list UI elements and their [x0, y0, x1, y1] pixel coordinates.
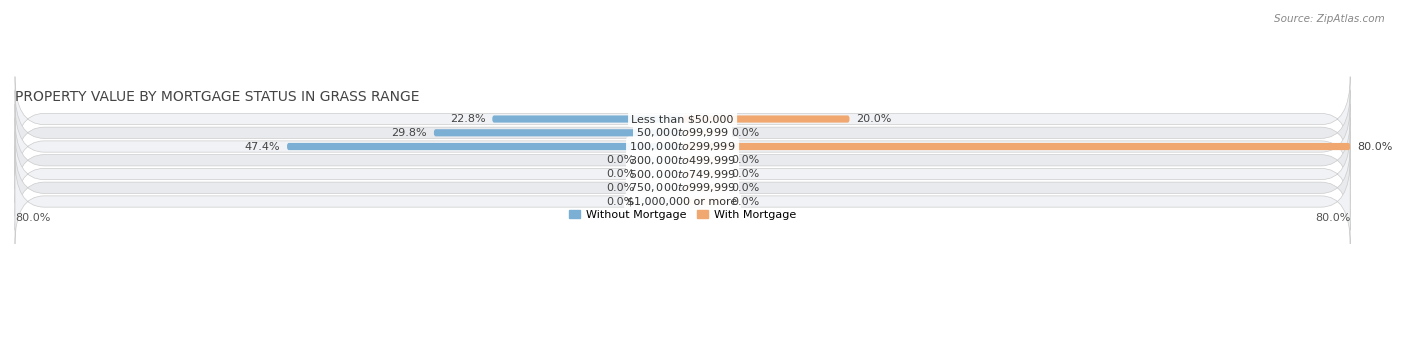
FancyBboxPatch shape	[682, 116, 849, 123]
FancyBboxPatch shape	[641, 170, 682, 178]
Text: 80.0%: 80.0%	[1357, 142, 1392, 151]
Text: $300,000 to $499,999: $300,000 to $499,999	[630, 154, 735, 167]
FancyBboxPatch shape	[682, 198, 724, 205]
Text: 0.0%: 0.0%	[731, 183, 759, 193]
FancyBboxPatch shape	[682, 170, 724, 178]
FancyBboxPatch shape	[15, 76, 1350, 162]
FancyBboxPatch shape	[641, 198, 682, 205]
Text: 0.0%: 0.0%	[606, 155, 634, 165]
FancyBboxPatch shape	[641, 184, 682, 191]
Text: 80.0%: 80.0%	[15, 213, 51, 223]
Text: $50,000 to $99,999: $50,000 to $99,999	[637, 126, 728, 139]
Text: $500,000 to $749,999: $500,000 to $749,999	[630, 167, 735, 180]
Text: $1,000,000 or more: $1,000,000 or more	[627, 196, 738, 207]
Text: 80.0%: 80.0%	[1315, 213, 1350, 223]
Text: PROPERTY VALUE BY MORTGAGE STATUS IN GRASS RANGE: PROPERTY VALUE BY MORTGAGE STATUS IN GRA…	[15, 90, 419, 104]
Text: 0.0%: 0.0%	[606, 169, 634, 179]
FancyBboxPatch shape	[15, 118, 1350, 203]
Text: 0.0%: 0.0%	[606, 183, 634, 193]
Legend: Without Mortgage, With Mortgage: Without Mortgage, With Mortgage	[565, 205, 800, 224]
FancyBboxPatch shape	[682, 184, 724, 191]
Text: 0.0%: 0.0%	[731, 155, 759, 165]
Text: 0.0%: 0.0%	[731, 128, 759, 138]
Text: 29.8%: 29.8%	[392, 128, 427, 138]
FancyBboxPatch shape	[682, 157, 724, 164]
FancyBboxPatch shape	[682, 143, 1350, 150]
FancyBboxPatch shape	[15, 132, 1350, 217]
FancyBboxPatch shape	[15, 159, 1350, 244]
FancyBboxPatch shape	[287, 143, 682, 150]
Text: Source: ZipAtlas.com: Source: ZipAtlas.com	[1274, 14, 1385, 24]
FancyBboxPatch shape	[641, 157, 682, 164]
Text: Less than $50,000: Less than $50,000	[631, 114, 734, 124]
Text: 20.0%: 20.0%	[856, 114, 891, 124]
Text: 0.0%: 0.0%	[731, 196, 759, 207]
FancyBboxPatch shape	[682, 129, 724, 136]
Text: 22.8%: 22.8%	[450, 114, 485, 124]
FancyBboxPatch shape	[15, 104, 1350, 189]
Text: $750,000 to $999,999: $750,000 to $999,999	[630, 181, 735, 194]
Text: 47.4%: 47.4%	[245, 142, 280, 151]
FancyBboxPatch shape	[15, 90, 1350, 175]
FancyBboxPatch shape	[434, 129, 682, 136]
Text: 0.0%: 0.0%	[606, 196, 634, 207]
FancyBboxPatch shape	[492, 116, 682, 123]
Text: 0.0%: 0.0%	[731, 169, 759, 179]
FancyBboxPatch shape	[15, 145, 1350, 230]
Text: $100,000 to $299,999: $100,000 to $299,999	[630, 140, 735, 153]
